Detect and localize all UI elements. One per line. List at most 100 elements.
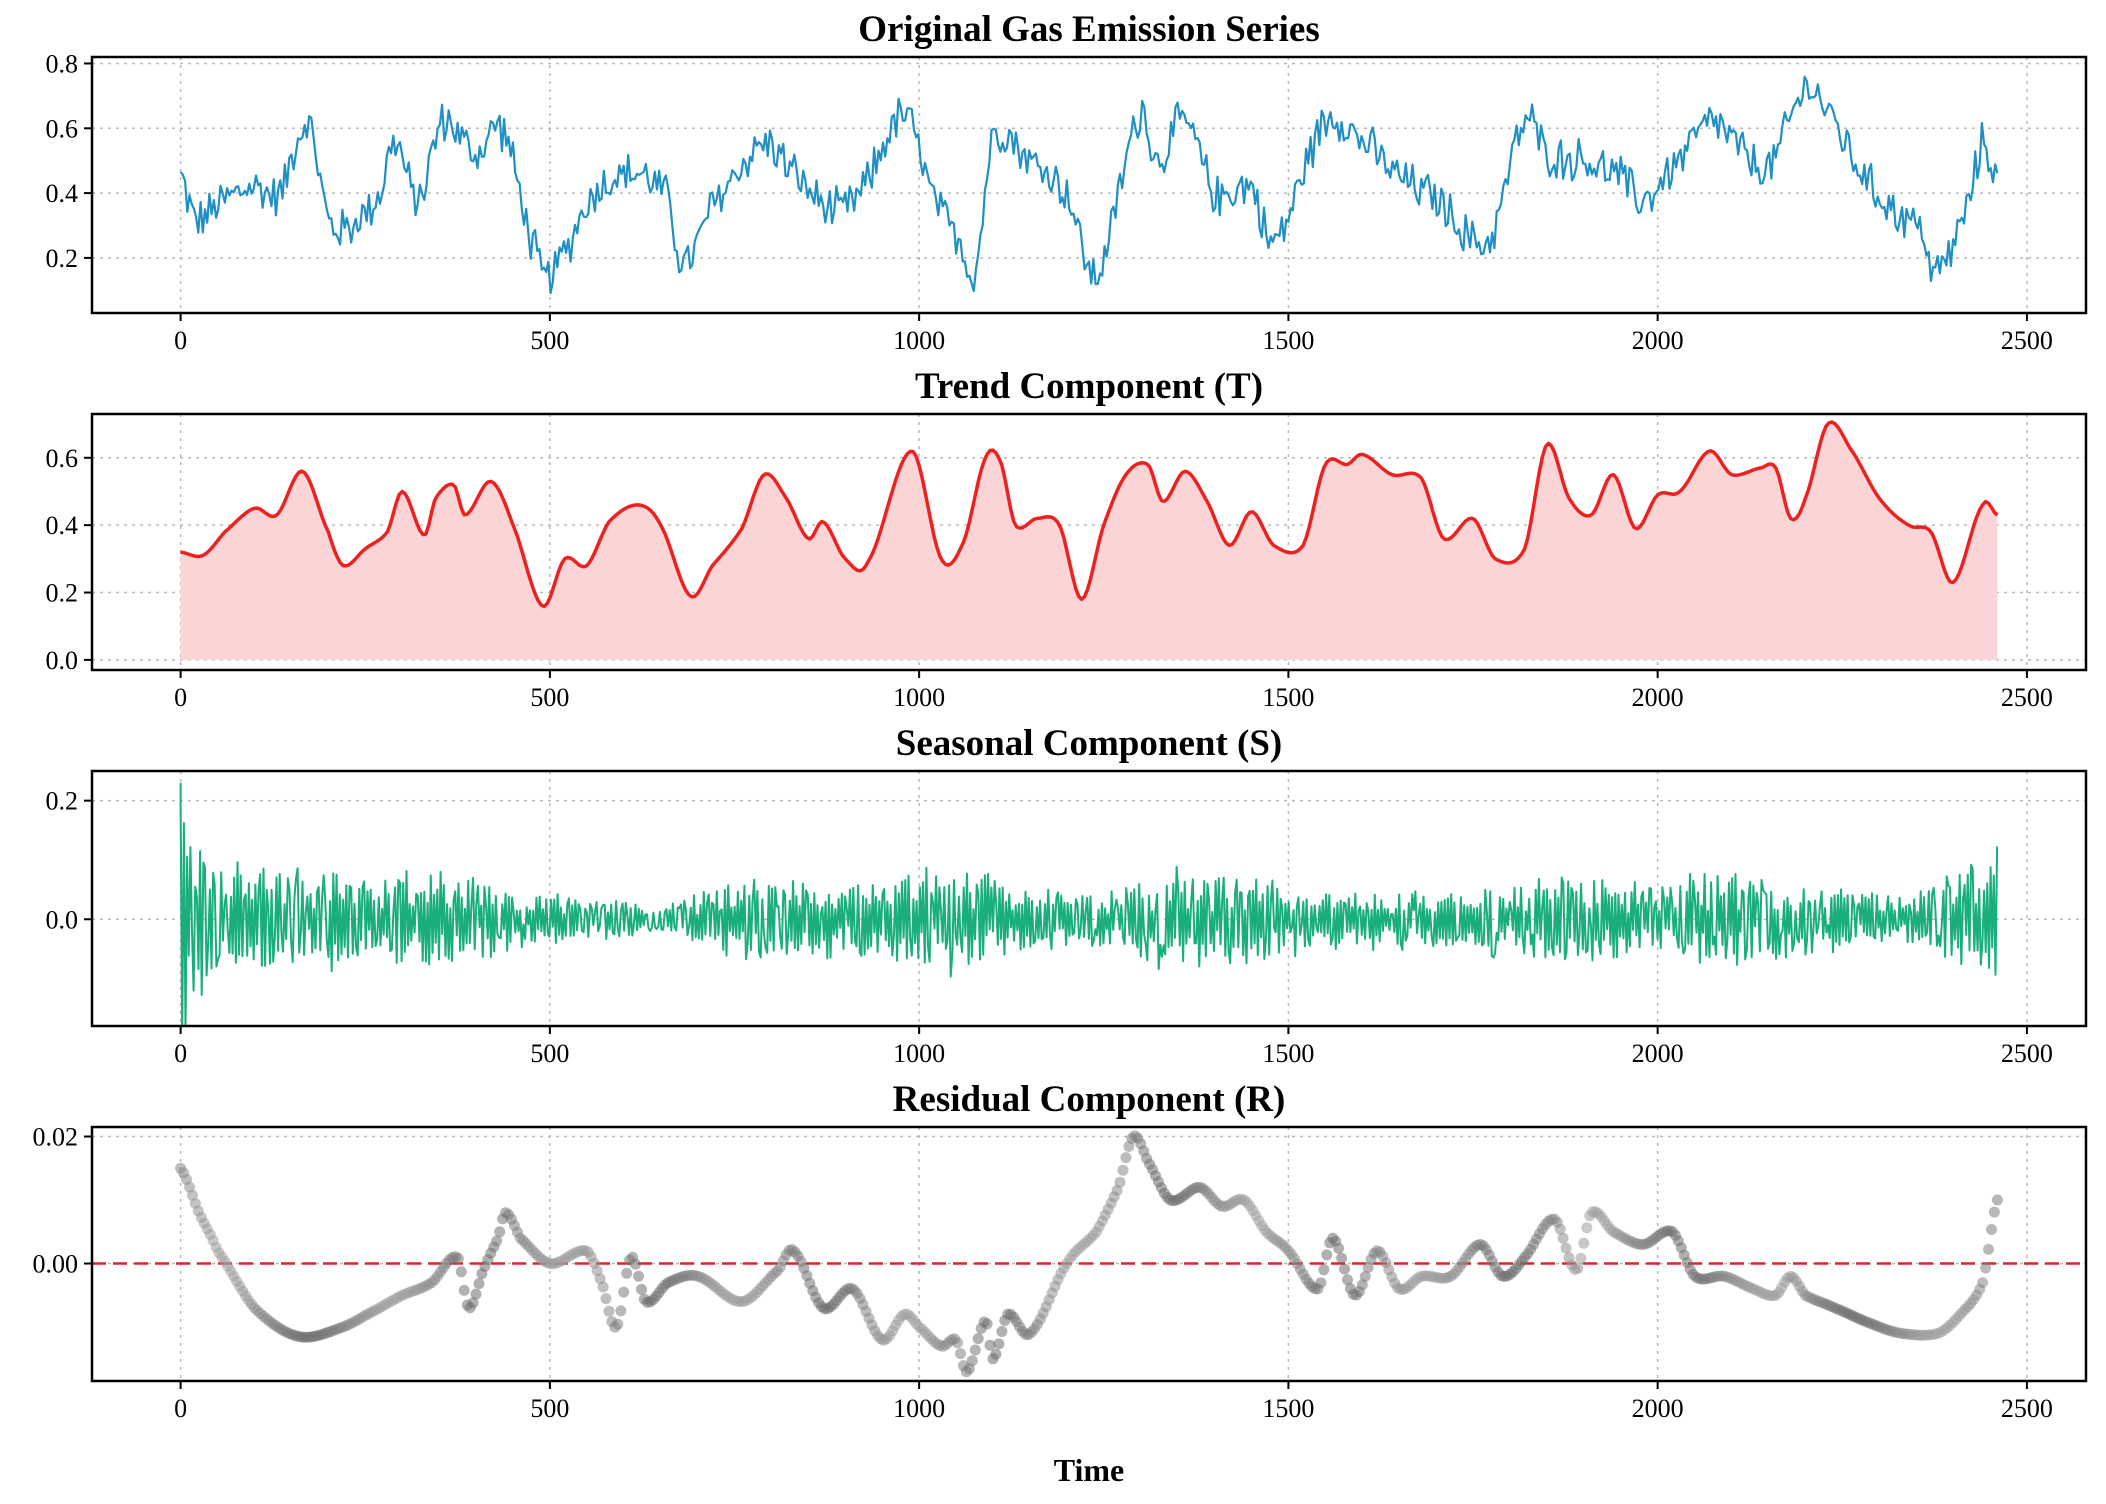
y-tick-label: 0.4 — [46, 511, 79, 540]
residual-point — [594, 1273, 606, 1285]
x-tick-label: 1000 — [893, 1039, 945, 1068]
trend-area-fill — [180, 422, 1998, 660]
residual-point — [969, 1344, 981, 1356]
panel-trend: Trend Component (T) 0 500 1000 1500 2000 2500… — [46, 366, 2088, 712]
y-tick-label: 0.8 — [46, 49, 79, 78]
residual-point — [1114, 1176, 1126, 1188]
x-tick-label: 0 — [174, 326, 187, 355]
residual-point — [1557, 1232, 1569, 1244]
x-tick-label: 1500 — [1262, 326, 1314, 355]
chart-title: Seasonal Component (S) — [896, 723, 1283, 764]
y-tick-label: 0.6 — [46, 444, 79, 473]
y-tick-label: 0.0 — [46, 905, 79, 934]
x-tick-label: 500 — [530, 683, 569, 712]
residual-point — [597, 1281, 609, 1293]
residual-point — [955, 1348, 966, 1360]
y-tick-label: 0.4 — [46, 179, 79, 208]
residual-point — [1318, 1264, 1330, 1276]
x-tick-label: 500 — [530, 1039, 569, 1068]
residual-point — [618, 1286, 630, 1298]
residual-point — [993, 1338, 1005, 1350]
residual-point — [1572, 1262, 1584, 1274]
residual-point — [458, 1284, 470, 1296]
panel-residual: Residual Component (R) 0 500 1000 1500 2000 2… — [33, 1079, 2088, 1423]
residual-point — [1991, 1194, 2003, 1206]
residual-point — [1575, 1252, 1587, 1264]
residual-point — [603, 1305, 615, 1317]
y-tick-label: 0.2 — [46, 244, 79, 273]
panel-seasonal: Seasonal Component (S) 0 500 1000 1500 2000 2… — [46, 723, 2088, 1068]
x-tick-label: 500 — [530, 326, 569, 355]
x-tick-label: 1000 — [893, 683, 945, 712]
residual-point — [636, 1283, 647, 1295]
residual-point — [633, 1270, 644, 1282]
residual-point — [966, 1355, 978, 1367]
residual-point — [1581, 1222, 1593, 1234]
x-tick-label: 2500 — [2001, 1394, 2053, 1423]
x-tick-label: 2500 — [2001, 683, 2053, 712]
residual-point — [615, 1305, 627, 1317]
residual-point — [952, 1337, 963, 1349]
residual-point — [1111, 1185, 1123, 1196]
x-tick-label: 0 — [174, 1394, 187, 1423]
chart-title: Trend Component (T) — [915, 366, 1263, 407]
x-tick-label: 2500 — [2001, 326, 2053, 355]
y-tick-label: 0.2 — [46, 579, 79, 608]
plot-frame — [90, 769, 2088, 1028]
x-tick-label: 1000 — [893, 1394, 945, 1423]
residual-point — [1983, 1243, 1994, 1255]
chart-title: Residual Component (R) — [893, 1079, 1286, 1120]
series-line-seasonal — [179, 782, 1999, 1026]
residual-point — [990, 1348, 1002, 1360]
residual-point — [1988, 1206, 2000, 1218]
residual-point — [452, 1253, 464, 1264]
residual-point — [467, 1297, 479, 1309]
residual-point — [1117, 1164, 1129, 1176]
residual-point — [1980, 1262, 1992, 1274]
residual-point — [1321, 1249, 1333, 1261]
x-tick-label: 2500 — [2001, 1039, 2053, 1068]
series-line-original — [179, 75, 1999, 295]
residual-point — [1986, 1224, 1997, 1235]
y-tick-label: 0.2 — [46, 787, 79, 816]
residual-point — [612, 1318, 624, 1330]
x-axis-label: Time — [1054, 1452, 1125, 1488]
residual-point — [1339, 1263, 1350, 1275]
y-tick-label: 0.6 — [46, 114, 79, 143]
residual-point — [1578, 1237, 1590, 1249]
residual-point — [600, 1293, 612, 1305]
residual-point — [972, 1333, 984, 1345]
residual-point — [1554, 1223, 1566, 1235]
x-tick-label: 1500 — [1262, 1039, 1314, 1068]
plot-frame — [90, 1125, 2088, 1383]
y-tick-label: 0.00 — [33, 1250, 79, 1279]
x-tick-label: 500 — [530, 1394, 569, 1423]
y-tick-label: 0.0 — [46, 646, 79, 675]
panel-original: Original Gas Emission Series 0 500 1000 150… — [46, 9, 2088, 355]
residual-point — [1359, 1271, 1371, 1282]
residual-point — [473, 1278, 485, 1290]
x-tick-label: 1000 — [893, 326, 945, 355]
x-tick-label: 0 — [174, 1039, 187, 1068]
x-tick-label: 2000 — [1632, 1039, 1684, 1068]
x-tick-label: 2000 — [1632, 326, 1684, 355]
x-tick-label: 1500 — [1262, 1394, 1314, 1423]
x-tick-label: 1500 — [1262, 683, 1314, 712]
residual-point — [1342, 1274, 1353, 1286]
y-tick-label: 0.02 — [33, 1123, 79, 1152]
residual-point — [1977, 1277, 1989, 1289]
residual-point — [1333, 1242, 1345, 1254]
residual-point — [621, 1267, 633, 1279]
plot-frame — [90, 55, 2088, 315]
residual-point — [981, 1318, 993, 1330]
x-tick-label: 2000 — [1632, 683, 1684, 712]
residual-point — [1560, 1242, 1572, 1254]
residual-point — [1356, 1279, 1368, 1291]
x-tick-label: 2000 — [1632, 1394, 1684, 1423]
residual-point — [494, 1226, 506, 1238]
residual-point — [630, 1258, 641, 1270]
series-line-trend — [180, 420, 1999, 609]
residual-point — [1315, 1277, 1327, 1289]
residual-point — [470, 1288, 482, 1300]
